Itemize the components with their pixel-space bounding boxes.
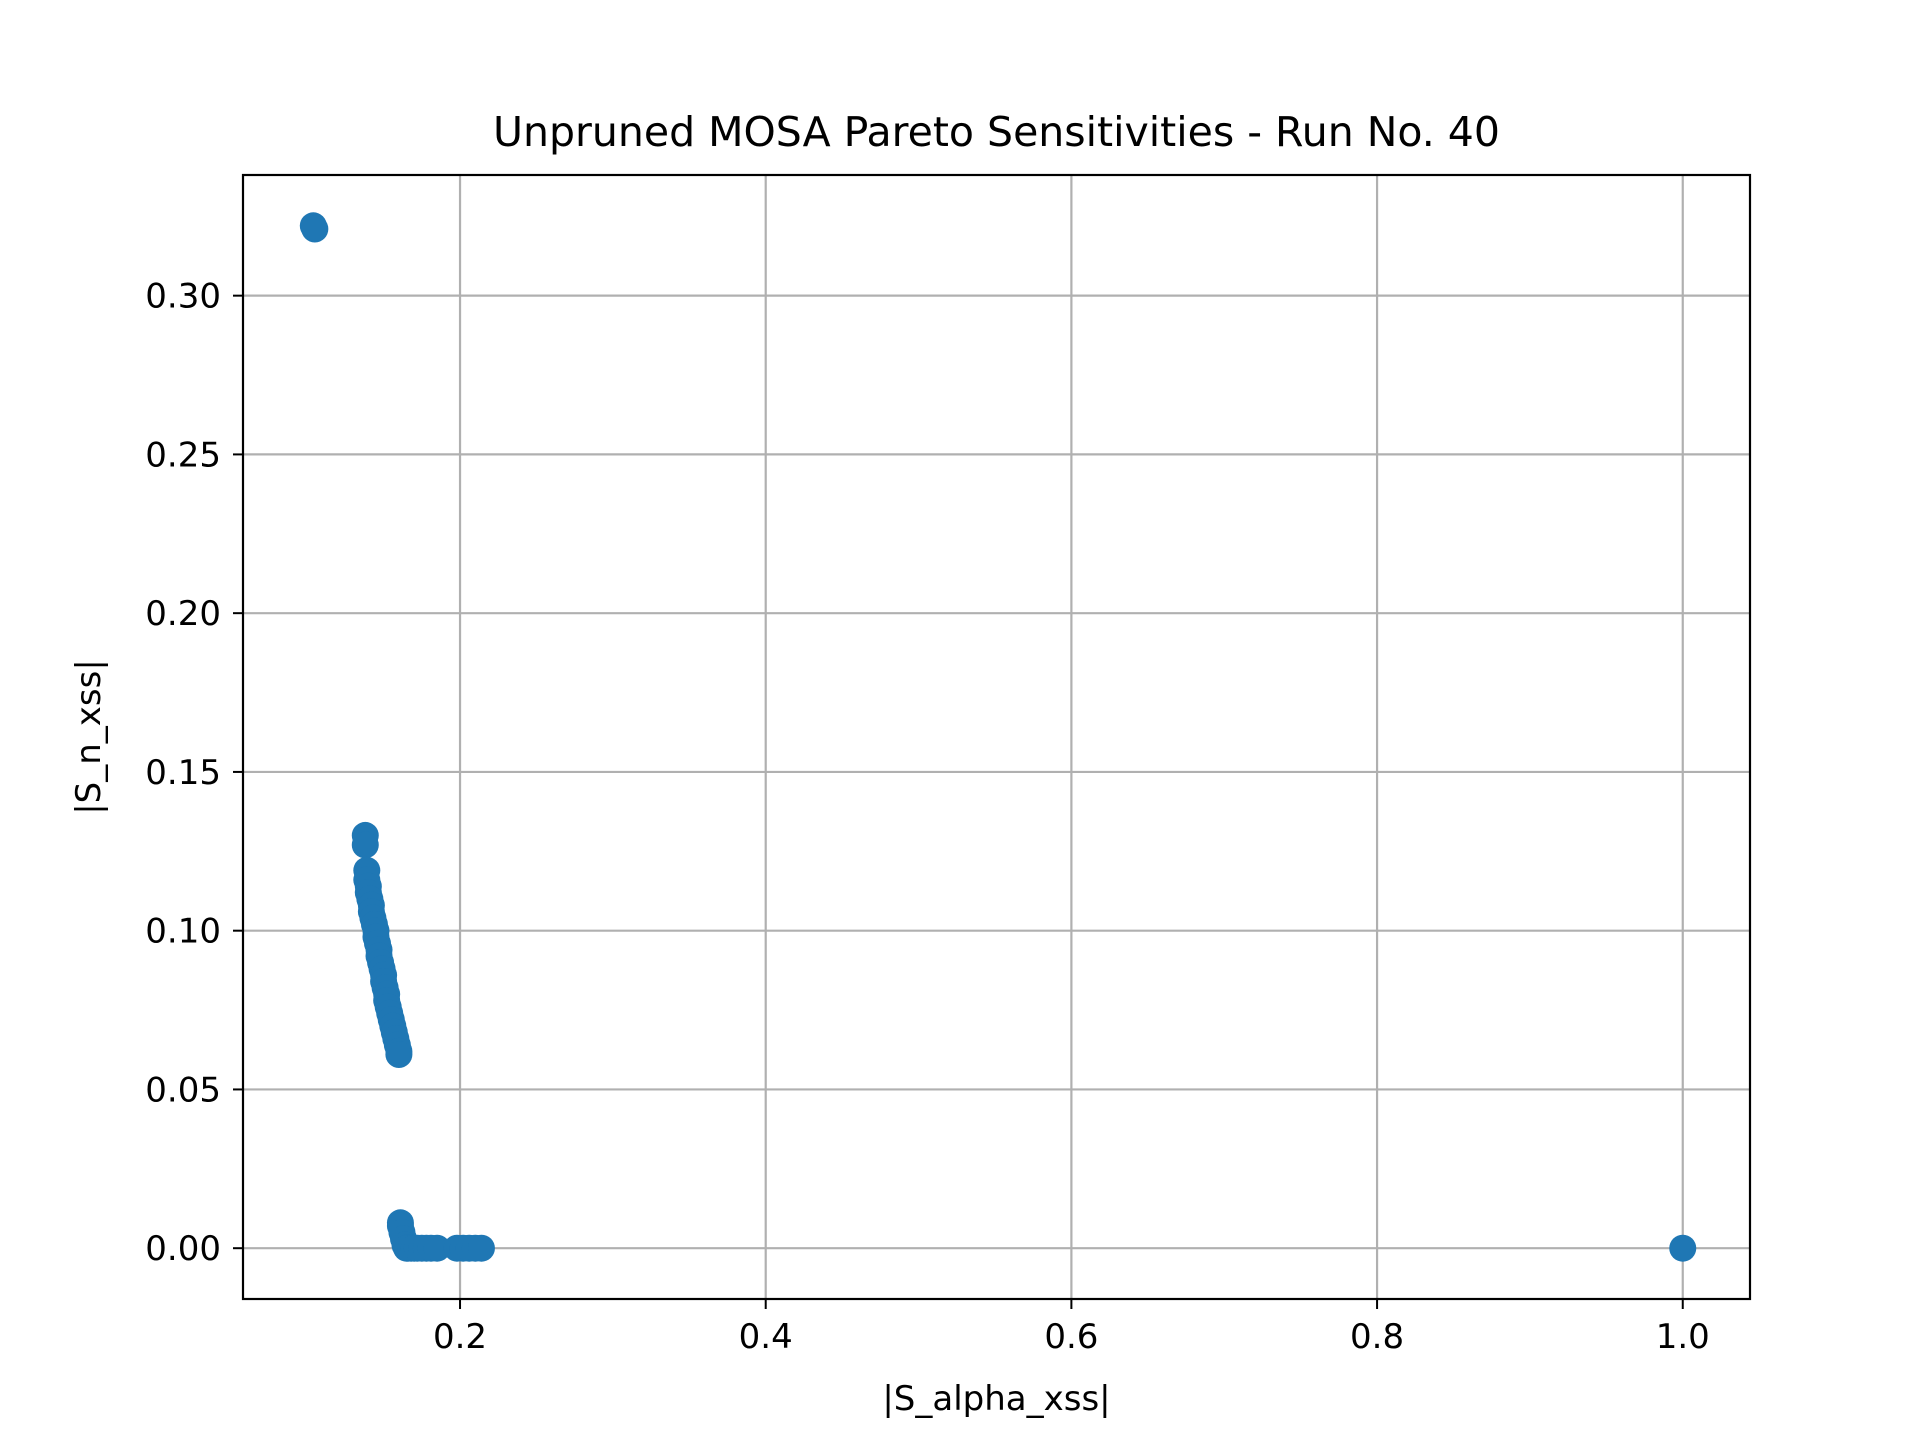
plot-area-frame <box>241 173 1752 1301</box>
x-tick-label: 0.8 <box>1350 1317 1404 1357</box>
x-axis-label: |S_alpha_xss| <box>882 1379 1110 1419</box>
y-axis-label: |S_n_xss| <box>69 659 109 815</box>
data-point <box>351 831 379 859</box>
y-tick-label: 0.10 <box>145 912 221 952</box>
data-point <box>423 1234 451 1262</box>
chart-title: Unpruned MOSA Pareto Sensitivities - Run… <box>493 108 1500 156</box>
data-point <box>1669 1234 1697 1262</box>
data-point <box>467 1234 495 1262</box>
y-tick-label: 0.20 <box>145 594 221 634</box>
x-tick-label: 0.4 <box>739 1317 793 1357</box>
y-tick-label: 0.30 <box>145 277 221 317</box>
data-point <box>301 215 329 243</box>
x-tick-label: 0.6 <box>1044 1317 1098 1357</box>
y-tick-label: 0.15 <box>145 753 221 793</box>
axis-ticks: 0.2 0.4 0.6 0.8 1.0 0.00 0.05 0.10 0.15 0.20 0.25 0… <box>145 277 1709 1357</box>
y-tick-label: 0.00 <box>145 1229 221 1269</box>
x-tick-label: 1.0 <box>1656 1317 1710 1357</box>
x-tick-label: 0.2 <box>433 1317 487 1357</box>
y-tick-label: 0.25 <box>145 435 221 475</box>
data-point <box>385 1041 413 1069</box>
y-tick-label: 0.05 <box>145 1070 221 1110</box>
data-points <box>299 212 1697 1262</box>
